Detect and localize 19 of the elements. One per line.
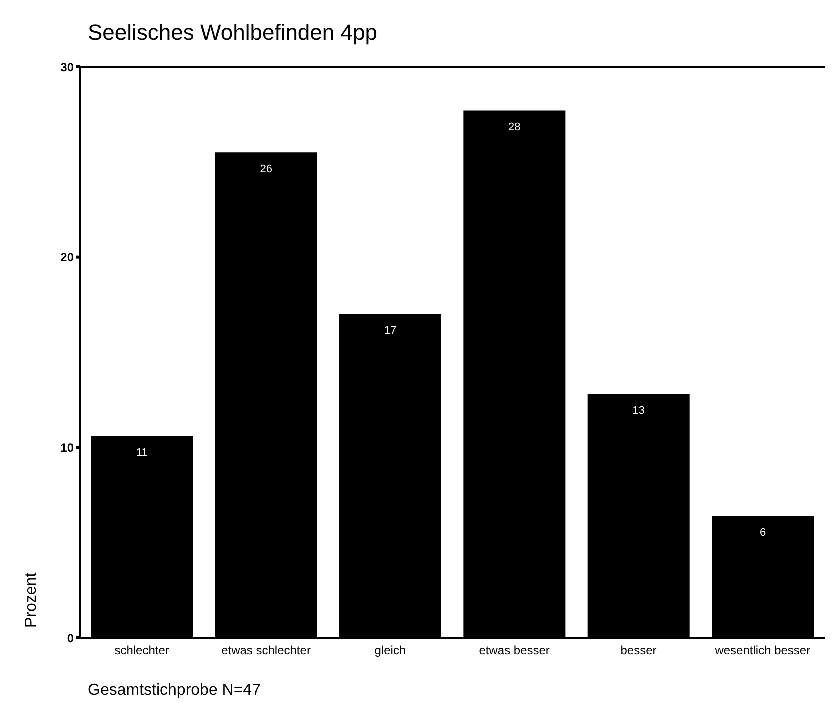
x-tick-label: besser <box>620 644 657 658</box>
y-tick-label: 30 <box>60 60 74 74</box>
data-label: 13 <box>632 405 645 418</box>
x-tick-label: wesentlich besser <box>714 644 811 658</box>
x-tick-label: schlechter <box>114 644 170 658</box>
text: Gesamtstichprobe N=47 <box>87 682 262 700</box>
data-label: 6 <box>760 526 766 539</box>
y-axis-title: Prozent <box>23 572 40 628</box>
chart-title: Seelisches Wohlbefinden 4pp <box>88 20 378 46</box>
data-label: 26 <box>260 163 272 176</box>
y-tick-label: 0 <box>67 631 74 646</box>
data-label: 28 <box>508 122 521 134</box>
y-tick-label: 20 <box>60 250 74 265</box>
y-tick-label: 10 <box>60 440 74 455</box>
x-tick-label: etwas schlechter <box>222 644 311 658</box>
data-label: 11 <box>136 447 148 460</box>
x-tick-label: etwas besser <box>479 644 550 658</box>
x-tick-label: gleich <box>374 644 406 658</box>
data-label: 17 <box>384 325 397 338</box>
